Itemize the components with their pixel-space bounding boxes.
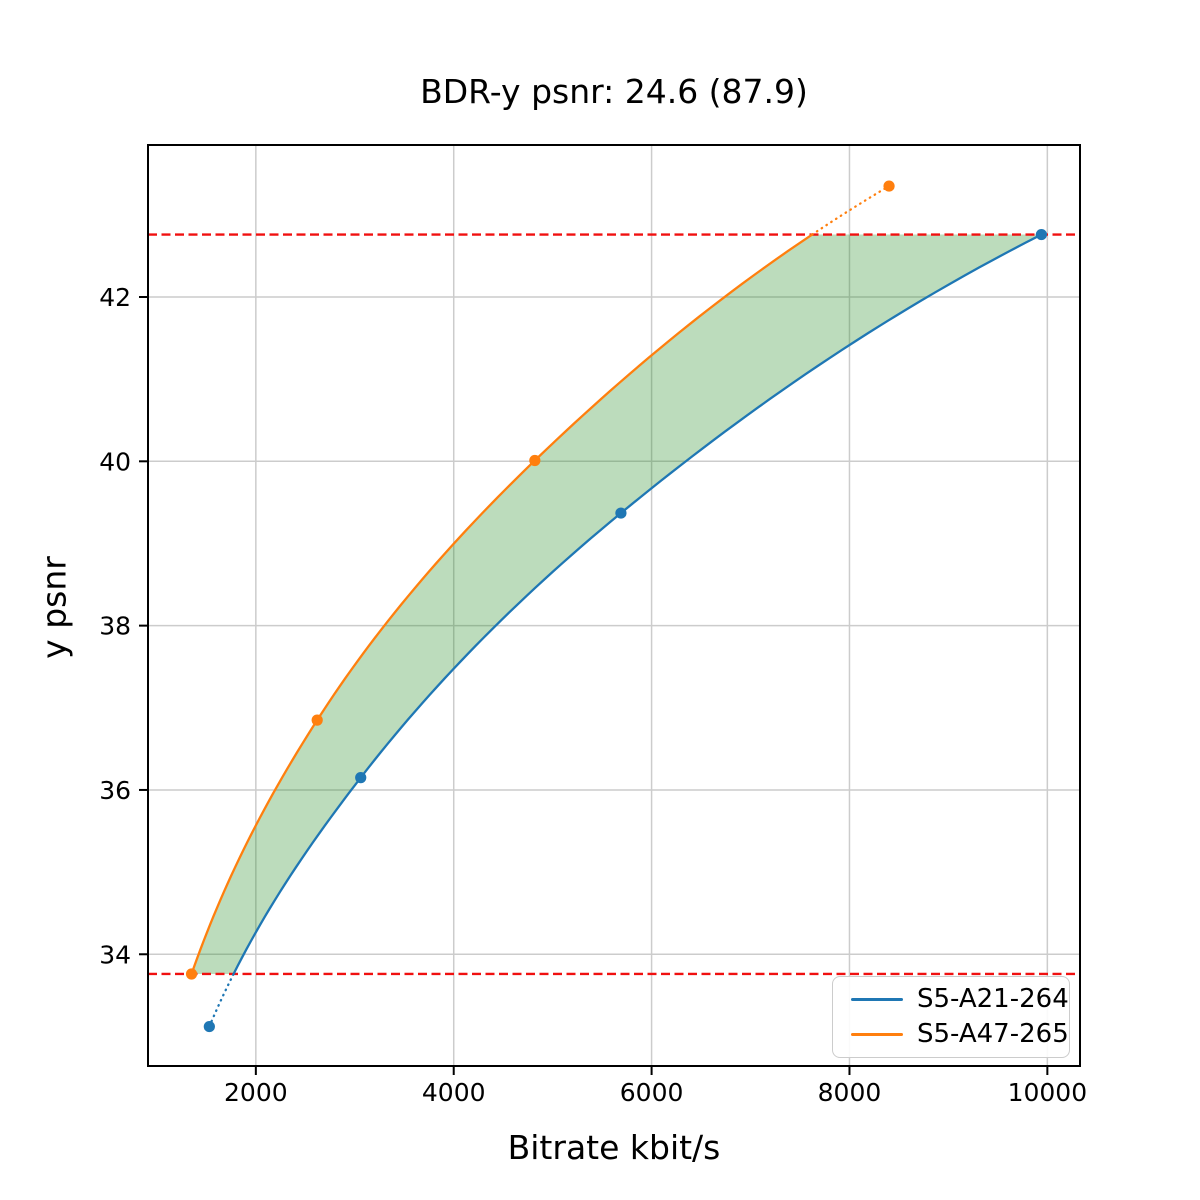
legend-item: S5-A47-265 [833,1020,1069,1049]
x-tick-label: 6000 [620,1078,684,1107]
y-tick-label: 40 [99,447,131,476]
curve-S5-A21-264 [232,233,1042,975]
legend-label: S5-A21-264 [917,984,1069,1015]
axes-border [147,144,1081,1067]
y-tick-label: 36 [99,776,131,805]
data-point-S5-A21-264 [615,507,627,519]
curve-dotted-S5-A21-264 [208,972,235,1028]
legend: S5-A21-264 S5-A47-265 [832,976,1070,1058]
y-axis-label: y psnr [34,556,74,659]
legend-label: S5-A47-265 [917,1019,1069,1050]
data-point-S5-A21-264 [203,1020,215,1033]
y-tick-label: 34 [99,940,131,969]
x-tick-label: 4000 [422,1078,486,1107]
data-point-S5-A21-264 [1035,228,1048,241]
y-tick-label: 38 [99,612,131,641]
data-point-S5-A47-265 [529,454,541,467]
x-tick-label: 10000 [1008,1078,1088,1107]
y-tick-label: 42 [99,283,131,312]
data-point-S5-A47-265 [311,714,323,726]
x-tick-label: 8000 [818,1078,882,1107]
chart-title: BDR-y psnr: 24.6 (87.9) [420,72,808,111]
curve-dotted-S5-A47-265 [811,184,891,236]
legend-item: S5-A21-264 [833,985,1069,1014]
data-point-S5-A47-265 [883,180,895,192]
x-axis-label: Bitrate kbit/s [507,1128,721,1167]
legend-line-sample [851,998,903,1002]
x-tick-label: 2000 [224,1078,288,1107]
data-point-S5-A21-264 [355,772,367,784]
legend-line-sample [851,1032,903,1036]
curve-S5-A47-265 [190,233,813,975]
bd-rate-shaded-band [191,234,1042,974]
data-point-S5-A47-265 [185,968,198,980]
